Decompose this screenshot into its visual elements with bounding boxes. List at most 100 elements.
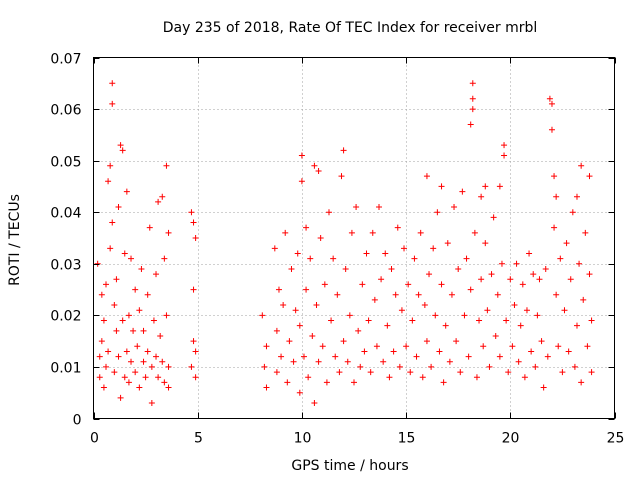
data-point [588,369,595,376]
data-point [496,353,503,360]
data-point [432,312,439,319]
data-point [330,255,337,262]
x-tick-label: 25 [607,431,625,447]
y-tick-label: 0.02 [50,309,81,325]
data-point [446,358,453,365]
data-point [292,307,299,314]
data-point [275,286,282,293]
data-point [548,126,555,133]
data-point [569,209,576,216]
data-point [165,363,172,370]
data-point [117,142,124,149]
data-point [307,255,314,262]
data-point [388,265,395,272]
data-point [284,379,291,386]
data-point [373,343,380,350]
data-point [453,338,460,345]
data-point [157,332,164,339]
data-point [315,358,322,365]
data-point [384,322,391,329]
data-point [136,307,143,314]
data-point [121,374,128,381]
data-point [155,198,162,205]
data-point [190,338,197,345]
data-point [528,348,535,355]
data-point [482,240,489,247]
data-point [323,379,330,386]
data-point [153,271,160,278]
data-point [455,265,462,272]
data-point [161,255,168,262]
data-point [163,312,170,319]
y-tick-label: 0.03 [50,258,81,274]
axis-ticks [93,57,616,420]
data-point [567,276,574,283]
data-point [553,193,560,200]
data-point [355,327,362,334]
data-point [290,358,297,365]
data-point [501,142,508,149]
data-point [111,302,118,309]
data-point [459,188,466,195]
data-point [321,281,328,288]
data-point [511,302,518,309]
data-point [159,193,166,200]
plot-frame [93,57,615,419]
data-point [586,173,593,180]
data-point [559,369,566,376]
data-point [111,369,118,376]
data-point [105,178,112,185]
data-point [378,276,385,283]
data-point [94,260,101,267]
data-point [325,209,332,216]
data-point [440,379,447,386]
data-point [192,235,199,241]
data-point [382,250,389,257]
y-tick-labels: 0 0.01 0.02 0.03 0.04 0.05 0.06 0.07 [50,52,81,429]
data-point [346,312,353,319]
data-point [430,245,437,252]
data-point [192,374,199,381]
data-point [296,389,303,396]
data-point [578,379,585,386]
data-point [113,276,120,283]
data-point [144,348,151,355]
data-point [380,358,387,365]
data-point [563,240,570,247]
data-point [498,260,505,267]
data-point [190,219,197,226]
data-point [119,147,126,154]
data-point [476,317,483,324]
data-point [98,291,105,298]
data-point [423,338,430,345]
data-point [584,343,591,350]
data-point [328,317,335,324]
data-point [96,353,103,360]
data-point [165,229,172,236]
data-point [263,384,270,391]
data-point [159,358,166,365]
data-point [394,224,401,231]
data-point [463,255,470,262]
data-point [150,317,157,324]
data-point [415,291,422,298]
data-point [392,291,399,298]
data-point [530,271,537,278]
data-point [561,307,568,314]
x-axis-label: GPS time / hours [291,458,408,474]
y-tick-label: 0.01 [50,361,81,377]
data-point [532,363,539,370]
data-point [136,384,143,391]
data-point [96,374,103,381]
y-tick-label: 0.05 [50,155,81,171]
data-point [553,291,560,298]
data-point [103,363,110,370]
data-point [407,369,414,376]
data-point [367,369,374,376]
data-point [140,327,147,334]
data-point [263,343,270,350]
data-point [165,384,172,391]
data-point [98,338,105,345]
data-point [280,302,287,309]
data-point [315,167,322,174]
